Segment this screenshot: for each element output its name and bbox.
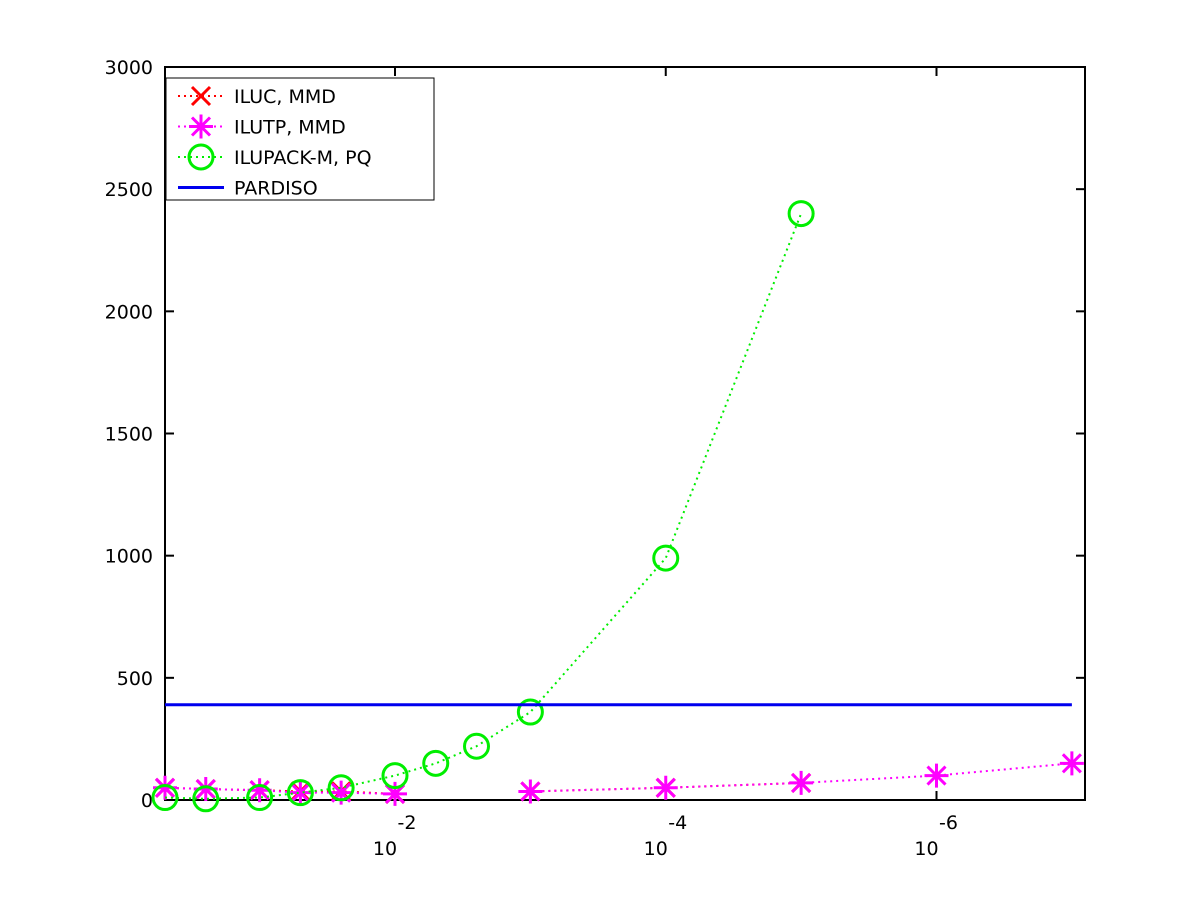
data-point xyxy=(653,775,678,800)
data-point xyxy=(329,780,354,805)
y-tick-label: 1500 xyxy=(105,424,153,446)
data-point xyxy=(383,781,407,806)
legend-marker xyxy=(190,85,212,107)
data-point xyxy=(151,784,179,812)
y-tick-label: 2500 xyxy=(105,179,153,201)
data-point xyxy=(153,775,177,800)
legend-label: ILUPACK-M, PQ xyxy=(234,147,372,169)
data-point xyxy=(516,698,544,726)
legend-marker xyxy=(187,143,215,171)
data-point xyxy=(381,762,409,790)
x-tick-exponent: -2 xyxy=(398,812,417,834)
data-point xyxy=(652,544,680,572)
x-tick-label: 10 xyxy=(644,838,668,860)
y-tick-label: 2000 xyxy=(105,301,153,323)
data-point xyxy=(193,777,218,802)
data-point xyxy=(924,763,949,788)
legend-label: ILUTP, MMD xyxy=(234,117,346,139)
data-point xyxy=(1059,751,1084,776)
y-tick-label: 1000 xyxy=(105,546,153,568)
data-point xyxy=(246,784,274,812)
x-tick-label: 10 xyxy=(914,838,938,860)
data-point xyxy=(787,200,815,228)
data-point xyxy=(422,749,450,777)
legend-label: PARDISO xyxy=(234,178,318,200)
plot-frame xyxy=(164,66,1086,801)
data-point xyxy=(286,779,314,807)
y-tick-label: 500 xyxy=(117,668,153,690)
legend-label: ILUC, MMD xyxy=(234,86,336,108)
data-point xyxy=(327,774,355,802)
legend-marker xyxy=(189,114,213,139)
x-tick-exponent: -6 xyxy=(939,812,958,834)
legend-box xyxy=(165,77,435,201)
data-point xyxy=(463,732,491,760)
series-line xyxy=(164,213,803,800)
y-tick-label: 0 xyxy=(141,790,153,812)
data-point xyxy=(192,785,220,813)
data-point xyxy=(288,780,313,805)
data-point xyxy=(518,779,543,804)
y-tick-label: 3000 xyxy=(105,57,153,79)
x-tick-exponent: -4 xyxy=(668,812,687,834)
data-point xyxy=(789,770,814,795)
data-point xyxy=(247,778,272,803)
x-tick-label: 10 xyxy=(373,838,397,860)
